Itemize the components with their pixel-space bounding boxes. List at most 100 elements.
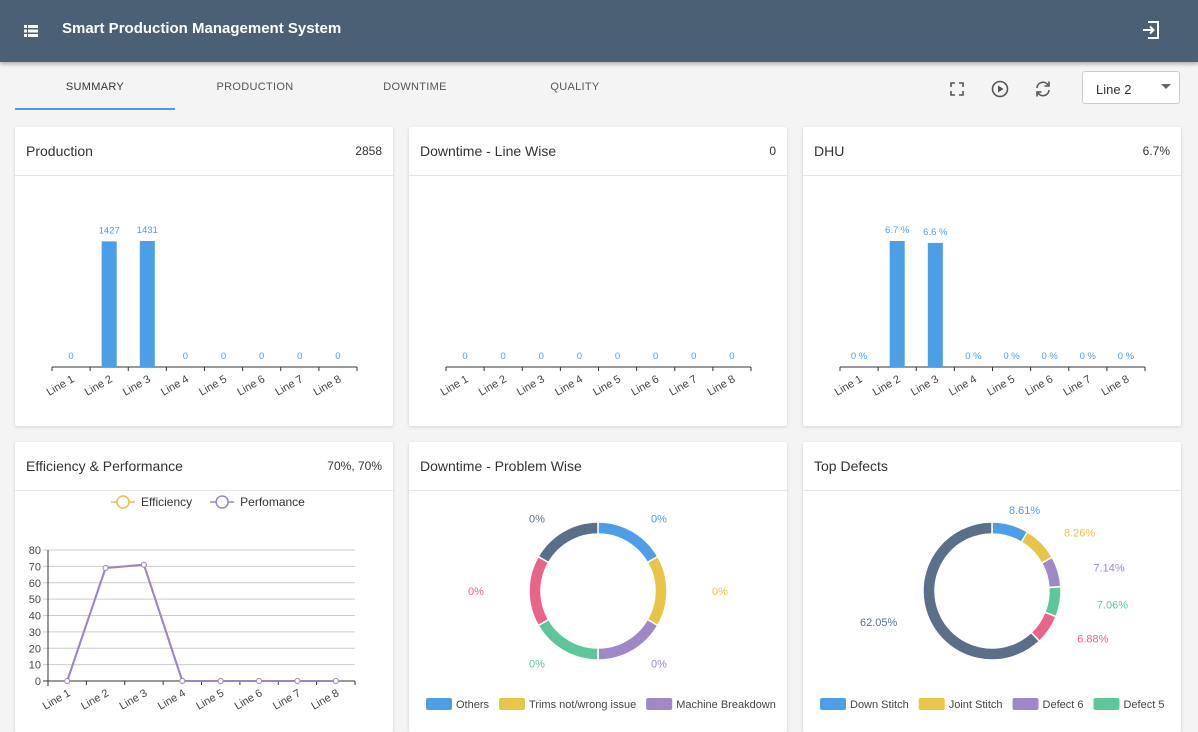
- tab[interactable]: SUMMARY: [15, 62, 175, 110]
- x-tick-label: Line 3: [117, 687, 149, 712]
- bar: [101, 241, 117, 367]
- tab[interactable]: DOWNTIME: [383, 81, 447, 93]
- y-tick-label: 40: [29, 611, 41, 623]
- legend-marker: [215, 495, 229, 509]
- card-chart: DHU 6.7%0 %6.7 % 6.6 %0 % 0 % 0 % 0 % 0 %Line …: [803, 143, 1181, 399]
- y-tick-label: 70: [29, 561, 41, 573]
- value-label: 0: [68, 351, 73, 362]
- point: [217, 678, 224, 684]
- card-value: 2858: [355, 144, 382, 158]
- value-label: 0 %: [1118, 351, 1135, 362]
- x-tick-label: Line 5: [194, 687, 226, 712]
- card-title: DHU: [814, 143, 844, 159]
- legend-swatch: [499, 698, 526, 710]
- value-label: 0: [691, 351, 696, 362]
- x-tick-label: Line 7: [667, 373, 699, 398]
- value-label: 6.6 %: [923, 227, 948, 238]
- value-label: 0: [462, 351, 467, 362]
- x-tick-label: Line 4: [159, 373, 191, 398]
- donut-segment: [528, 555, 550, 627]
- x-tick-label: Line 6: [629, 373, 661, 398]
- legend-label: Perfomance: [240, 495, 305, 509]
- x-tick-label: Line 3: [909, 373, 941, 398]
- app-title: Smart Production Management System: [62, 20, 342, 37]
- value-label: 0%: [712, 586, 728, 598]
- value-label: 6.7 %: [885, 225, 910, 236]
- x-tick-label: Line 2: [79, 687, 111, 712]
- x-tick-label: Line 1: [439, 373, 471, 398]
- menu-icon[interactable]: [24, 25, 38, 37]
- legend-label: Trims not/wrong issue: [529, 699, 636, 711]
- legend-label: Joint Stitch: [949, 699, 1003, 711]
- value-label: 0%: [468, 586, 484, 598]
- value-label: 0 %: [965, 351, 982, 362]
- legend-label: Efficiency: [141, 495, 192, 509]
- y-tick-label: 80: [29, 545, 41, 557]
- tab-bar: SUMMARY PRODUCTION DOWNTIME QUALITY: [0, 62, 1198, 112]
- donut-segment: [1043, 585, 1062, 618]
- point: [140, 561, 147, 568]
- x-tick-label: Line 5: [197, 373, 229, 398]
- dropdown-arrow: [1161, 84, 1171, 89]
- tab[interactable]: QUALITY: [550, 81, 600, 93]
- select-value: Line 2: [1096, 82, 1132, 97]
- value-label: 7.06%: [1097, 599, 1128, 611]
- x-tick-label: Line 8: [1099, 373, 1131, 398]
- legend-swatch: [820, 698, 846, 710]
- x-tick-label: Line 7: [271, 687, 303, 712]
- logout-icon[interactable]: [1142, 21, 1160, 39]
- legend-swatch: [646, 698, 673, 710]
- x-tick-label: Line 6: [1023, 373, 1055, 398]
- card-chart: Efficiency & Performance 70%, 70% 0 10 20 30 4…: [15, 458, 393, 713]
- fullscreen-icon[interactable]: [950, 82, 964, 96]
- donut-segment: [991, 521, 1029, 544]
- value-label: 0: [539, 351, 544, 362]
- x-tick-label: Line 4: [553, 373, 585, 398]
- legend-label: Machine Breakdown: [676, 699, 776, 711]
- bar: [889, 241, 905, 367]
- y-tick-label: 50: [29, 594, 41, 606]
- value-label: 0%: [651, 659, 667, 671]
- x-tick-label: Line 1: [41, 687, 73, 712]
- play-icon[interactable]: [991, 80, 1009, 98]
- legend-swatch: [1012, 698, 1039, 710]
- tab[interactable]: PRODUCTION: [216, 81, 294, 93]
- x-tick-label: Line 5: [985, 373, 1017, 398]
- donut-segment: [597, 618, 659, 661]
- x-tick-label: Line 2: [83, 373, 115, 398]
- value-label: 0%: [529, 659, 545, 671]
- value-label: 0: [577, 351, 582, 362]
- card-value: 6.7%: [1143, 144, 1171, 158]
- value-label: 0%: [529, 513, 545, 525]
- card-title: Production: [26, 143, 93, 159]
- card: DHU 6.7% 0 % 6.7 % 6.6 % 0 % 0 % 0 % 0 % 0 % Line …: [803, 127, 1181, 426]
- donut-segment: [597, 521, 659, 564]
- value-label: 62.05%: [860, 617, 898, 629]
- legend-label: Others: [456, 699, 490, 711]
- donut-segment: [1040, 556, 1062, 589]
- bar: [139, 241, 155, 367]
- donut-segment: [537, 521, 599, 564]
- value-label: 0 %: [1080, 351, 1097, 362]
- x-tick-label: Line 2: [477, 373, 509, 398]
- x-tick-label: Line 1: [45, 373, 77, 398]
- line-select[interactable]: Line 2: [1082, 71, 1180, 104]
- x-tick-label: Line 3: [515, 373, 547, 398]
- card: Downtime - Line Wise 0 0 0 0 0 0 0 0 0 Line 1 Line …: [409, 127, 787, 426]
- legend-label: Defect 5: [1123, 699, 1164, 711]
- donut-segment: [1020, 530, 1054, 565]
- x-tick-label: Line 6: [235, 373, 267, 398]
- x-tick-label: Line 7: [1061, 373, 1093, 398]
- x-tick-label: Line 8: [705, 373, 737, 398]
- x-tick-label: Line 5: [591, 373, 623, 398]
- legend-marker: [116, 495, 130, 509]
- donut-segment: [646, 555, 668, 627]
- donut-segment: [537, 618, 599, 661]
- card: Efficiency & Performance 70%, 70% 0 10 20 30 4…: [15, 442, 393, 732]
- refresh-icon[interactable]: [1034, 80, 1052, 98]
- legend-swatch: [918, 698, 945, 710]
- card: Top Defects 8.61% 8.26% 7.14% 7.06% 6.88% 62.0…: [803, 442, 1181, 732]
- value-label: 8.26%: [1064, 528, 1095, 540]
- x-tick-label: Line 8: [309, 687, 341, 712]
- card: Downtime - Problem Wise 0% 0% 0% 0% 0% 0% Other…: [409, 442, 787, 732]
